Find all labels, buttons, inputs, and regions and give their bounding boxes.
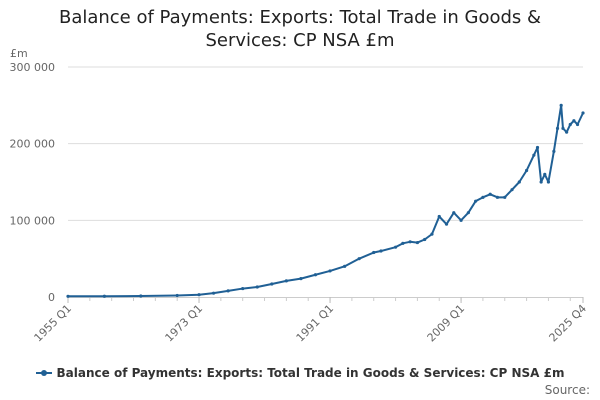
data-point <box>474 199 478 203</box>
data-point <box>401 241 405 245</box>
y-axis-ticks: 0 100 000 200 000 300 000 <box>10 61 56 304</box>
data-point <box>284 279 288 283</box>
data-point <box>581 111 585 115</box>
data-point <box>211 291 216 295</box>
data-point <box>565 130 569 134</box>
chart-title-line-2: Services: CP NSA £m <box>205 30 395 51</box>
data-point <box>415 240 419 245</box>
data-point <box>393 245 398 249</box>
data-point <box>357 257 361 261</box>
data-point <box>510 188 514 192</box>
x-tick-label: 1955 Q1 <box>32 302 75 345</box>
x-tick-label: 1991 Q1 <box>294 302 337 345</box>
data-point <box>175 293 179 298</box>
y-tick-label: 200 000 <box>10 138 56 151</box>
data-point <box>546 180 551 184</box>
x-tick-label: 2025 Q4 <box>547 302 590 345</box>
data-point <box>561 126 565 130</box>
data-point <box>139 294 143 298</box>
x-axis: 1955 Q1 1973 Q1 1991 Q1 2009 Q1 2025 Q4 <box>32 297 590 345</box>
data-point <box>532 153 536 157</box>
data-point <box>568 122 572 127</box>
series-group <box>66 103 585 298</box>
data-point <box>572 119 576 123</box>
y-unit-label: £m <box>10 47 28 60</box>
x-tick-label: 1973 Q1 <box>163 302 206 345</box>
chart-title: Balance of Payments: Exports: Total Trad… <box>0 6 600 52</box>
data-point <box>452 211 456 215</box>
data-point <box>328 269 332 273</box>
data-point <box>552 149 556 153</box>
data-point <box>543 172 547 176</box>
data-point <box>343 264 347 268</box>
data-point <box>517 180 521 184</box>
data-point <box>408 240 412 244</box>
source-label: Source: <box>544 383 590 397</box>
data-point <box>241 286 245 291</box>
data-point <box>270 282 274 286</box>
data-point <box>459 218 463 222</box>
data-point <box>555 126 560 130</box>
grid-lines <box>68 66 583 221</box>
data-point <box>503 195 507 199</box>
data-point <box>488 192 492 196</box>
y-tick-label: 0 <box>48 291 55 304</box>
legend: Balance of Payments: Exports: Total Trad… <box>0 366 600 380</box>
chart-title-line-1: Balance of Payments: Exports: Total Trad… <box>58 7 542 28</box>
x-tick-label: 2009 Q1 <box>425 302 468 345</box>
y-tick-label: 100 000 <box>10 214 56 227</box>
data-point <box>575 122 580 127</box>
data-point <box>444 222 449 226</box>
data-point <box>66 294 70 298</box>
data-point <box>466 211 470 215</box>
y-tick-label: 300 000 <box>10 61 56 74</box>
data-point <box>559 103 563 107</box>
data-point <box>539 180 543 184</box>
data-point <box>430 232 434 236</box>
data-point <box>197 293 201 297</box>
data-point <box>313 273 318 277</box>
series-line <box>67 104 584 298</box>
data-point <box>226 289 230 293</box>
data-point <box>255 285 259 289</box>
data-point <box>423 237 427 242</box>
data-point <box>102 294 106 298</box>
data-point <box>481 195 485 199</box>
data-point <box>495 195 500 199</box>
legend-label: Balance of Payments: Exports: Total Trad… <box>56 366 565 380</box>
data-point <box>379 249 383 253</box>
data-point <box>437 214 441 219</box>
data-point <box>299 277 303 281</box>
data-point <box>535 145 540 150</box>
legend-swatch <box>35 368 52 378</box>
data-point <box>372 250 376 255</box>
data-point <box>524 168 529 173</box>
